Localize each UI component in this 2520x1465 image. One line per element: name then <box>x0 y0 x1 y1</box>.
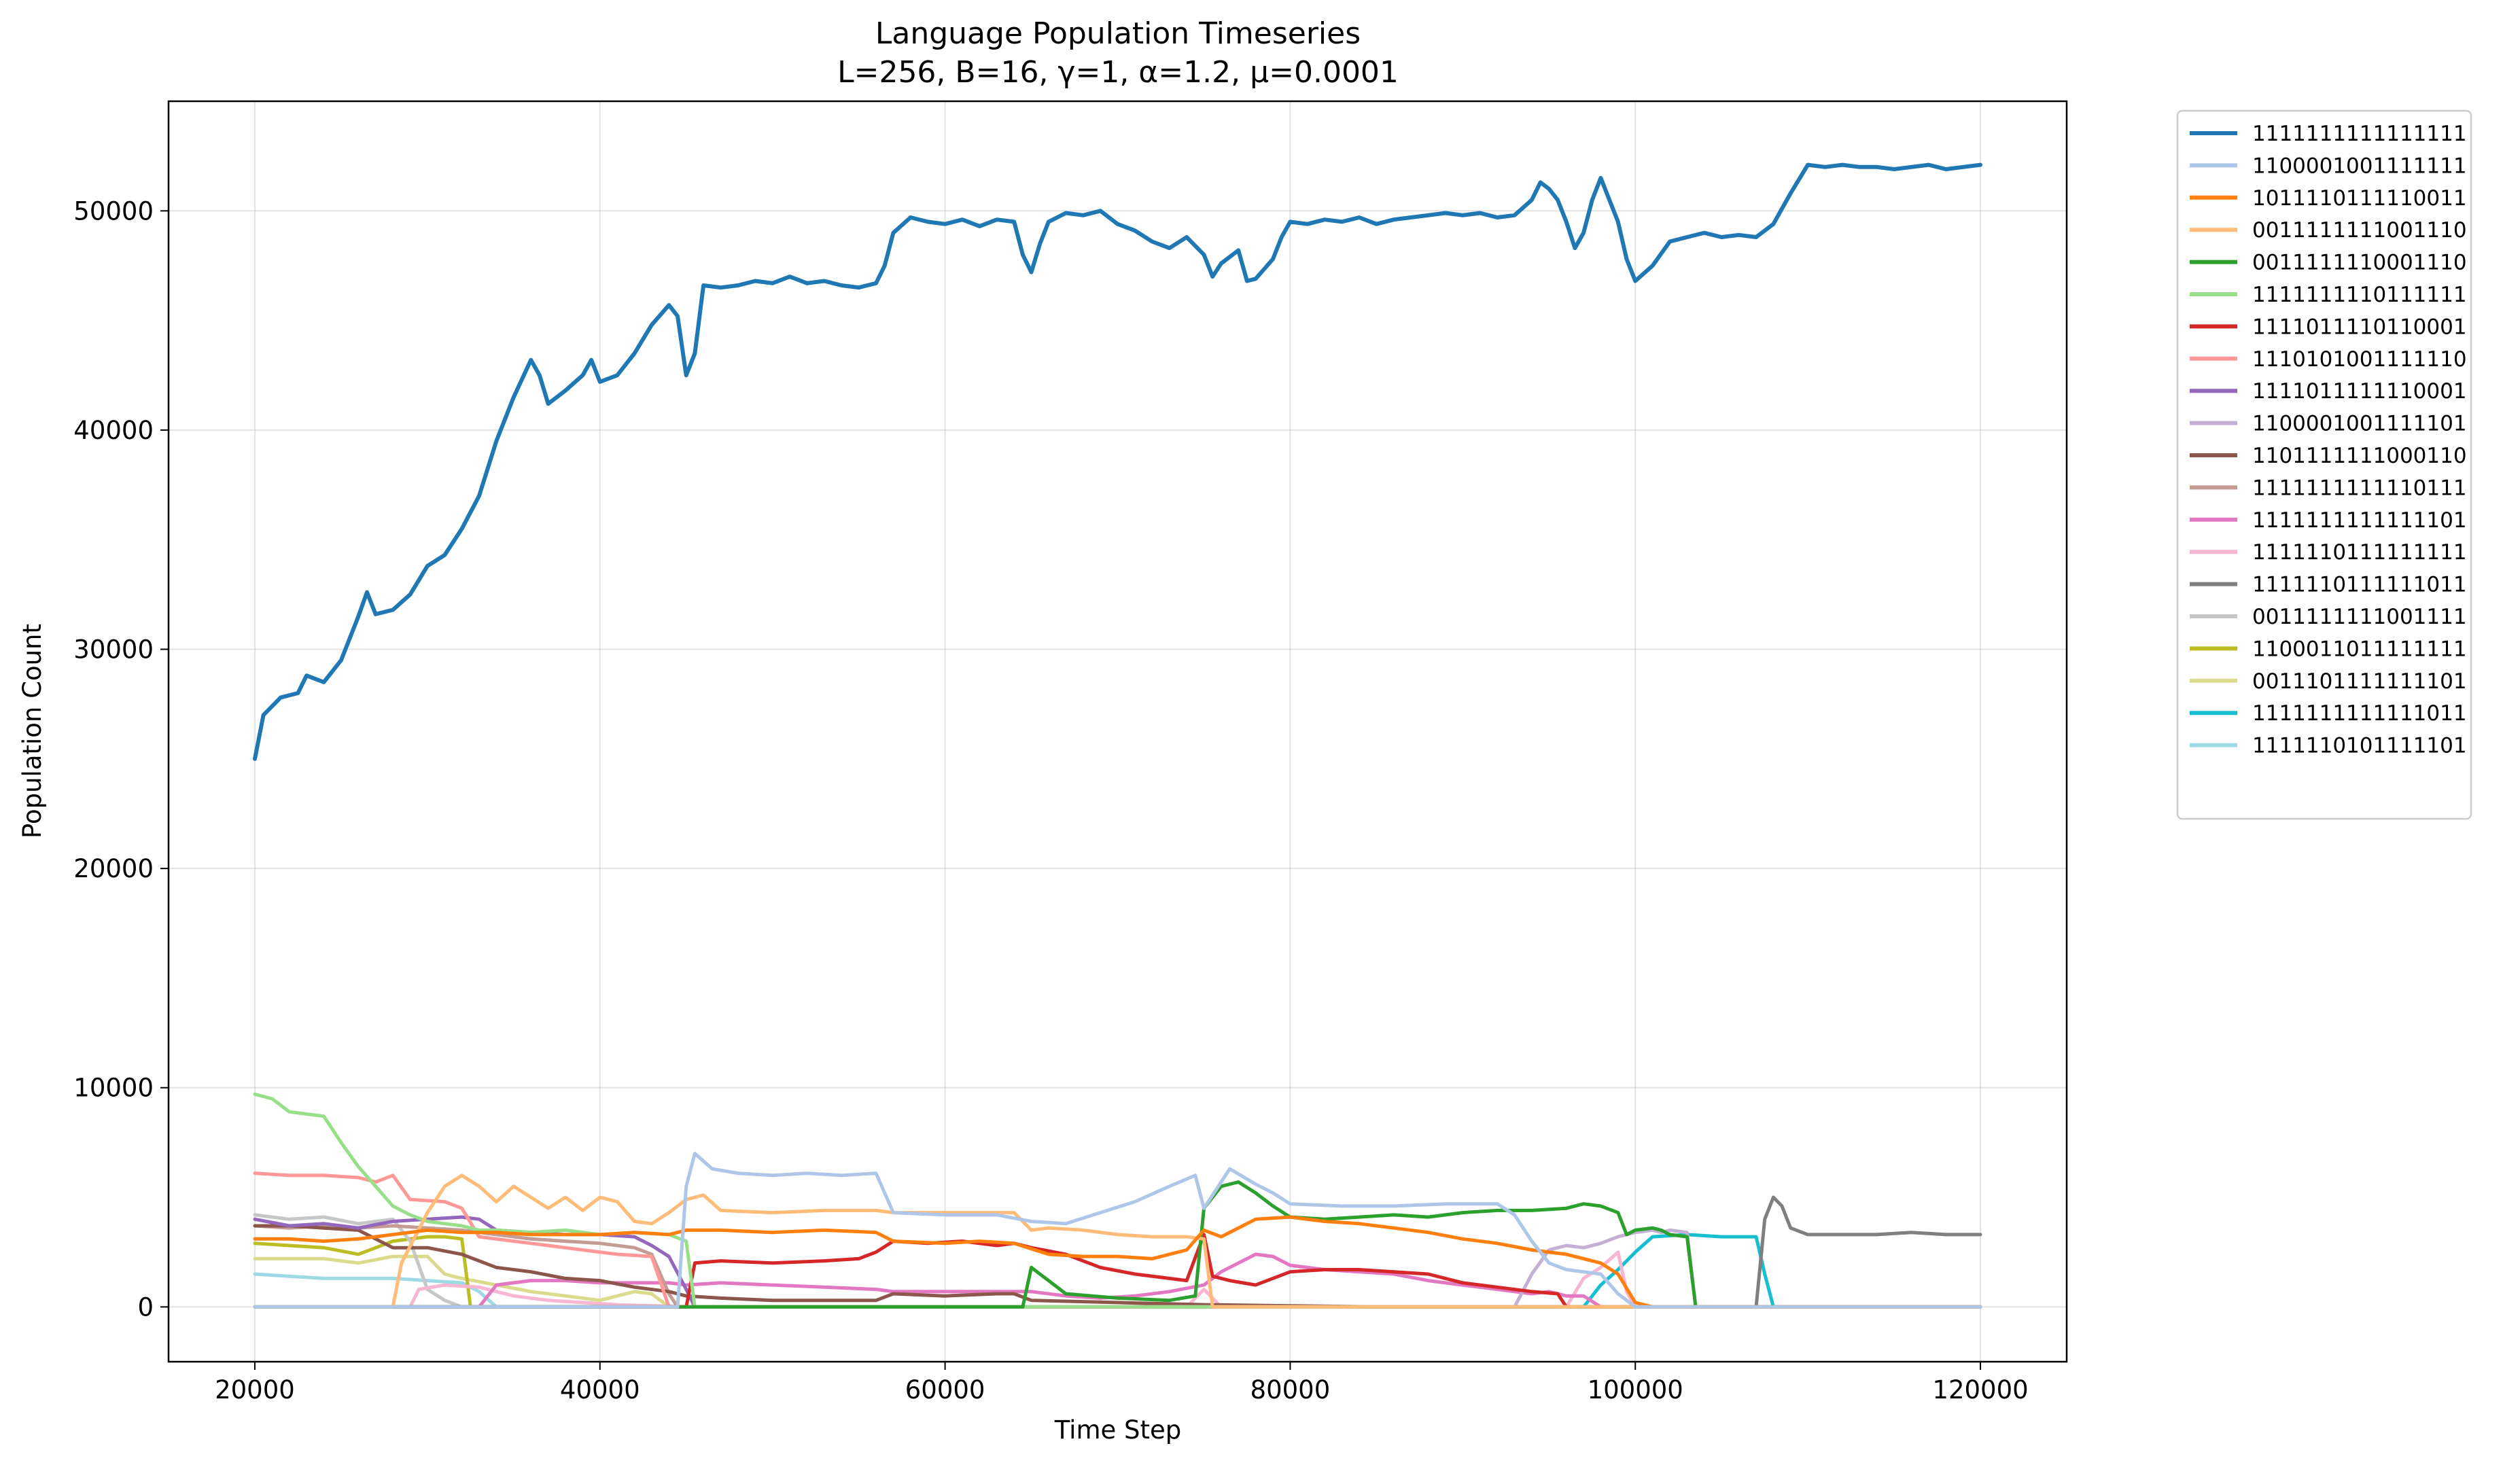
legend-label: 0011101111111101 <box>2252 669 2467 694</box>
x-tick-label: 120000 <box>1932 1375 2028 1405</box>
legend-item: 1111110101111101 <box>2190 734 2467 758</box>
legend-item: 1110101001111110 <box>2190 347 2467 372</box>
y-tick-label: 30000 <box>73 635 154 665</box>
series-line-1111011110110001 <box>253 1233 1982 1309</box>
x-tick-label: 100000 <box>1588 1375 1683 1405</box>
legend-label: 1100001001111111 <box>2252 154 2467 178</box>
x-tick-label: 60000 <box>905 1375 985 1405</box>
series-line-1111111111111101 <box>253 1252 1982 1309</box>
series-line-1111110101111101 <box>253 1272 1982 1309</box>
legend-label: 1100011011111111 <box>2252 637 2467 661</box>
series-line-0011101111111101 <box>253 1254 1982 1309</box>
legend-item: 1111111110111111 <box>2190 283 2467 307</box>
legend-label: 1111110101111101 <box>2252 734 2467 758</box>
series-line-1111111111111111 <box>253 162 1982 761</box>
legend-item: 1100011011111111 <box>2190 637 2467 661</box>
series-line-0011111110001110 <box>253 1180 1982 1309</box>
legend-item: 1111111111110111 <box>2190 476 2467 500</box>
chart-title: Language Population Timeseries <box>875 16 1361 51</box>
legend-label: 1101111111000110 <box>2252 444 2467 468</box>
legend-item: 0011111110001110 <box>2190 251 2467 275</box>
plot-area <box>167 100 2068 1363</box>
legend-item: 1011110111110011 <box>2190 186 2467 211</box>
y-tick-label: 10000 <box>73 1074 154 1103</box>
legend-label: 1111111111111101 <box>2252 508 2467 533</box>
chart-subtitle: L=256, B=16, γ=1, α=1.2, μ=0.0001 <box>837 55 1399 90</box>
legend-item: 1111111111111111 <box>2190 122 2467 146</box>
grid <box>169 101 2067 1362</box>
legend-item: 0011111111001110 <box>2190 218 2467 243</box>
legend-label: 1111110111111011 <box>2252 573 2467 597</box>
legend-label: 1111111110111111 <box>2252 283 2467 307</box>
legend-item: 0011101111111101 <box>2190 669 2467 694</box>
legend-item: 0011111111001111 <box>2190 605 2467 629</box>
series-line-1100001001111101 <box>253 1228 1982 1309</box>
legend-label: 1111011110110001 <box>2252 315 2467 339</box>
legend-label: 0011111111001111 <box>2252 605 2467 629</box>
legend: 1111111111111111 1100001001111111 10111101… <box>2176 109 2472 820</box>
legend-item: 1111111111111011 <box>2190 701 2467 726</box>
legend-label: 0011111110001110 <box>2252 251 2467 275</box>
legend-label: 1011110111110011 <box>2252 186 2467 211</box>
legend-label: 1100001001111101 <box>2252 412 2467 436</box>
legend-item: 1111011111110001 <box>2190 379 2467 404</box>
x-tick-label: 20000 <box>215 1375 295 1405</box>
legend-item: 1111110111111011 <box>2190 573 2467 597</box>
series-line-1011110111110011 <box>253 1215 1982 1309</box>
legend-item: 1100001001111101 <box>2190 412 2467 436</box>
legend-item: 1111110111111111 <box>2190 540 2467 565</box>
legend-label: 1110101001111110 <box>2252 347 2467 372</box>
series-line-1100001001111111 <box>253 1152 1982 1309</box>
series-lines <box>253 162 1982 1309</box>
legend-label: 0011111111001110 <box>2252 218 2467 243</box>
legend-item: 1111111111111101 <box>2190 508 2467 533</box>
x-tick-label: 80000 <box>1250 1375 1331 1405</box>
y-axis-label: Population Count <box>18 624 47 839</box>
axis-ticks: 20000 40000 60000 80000 100000 120000 0 10000 20… <box>73 196 2028 1405</box>
series-line-0011111111001111 <box>253 1213 1982 1309</box>
legend-label: 1111110111111111 <box>2252 540 2467 565</box>
x-axis-label: Time Step <box>1054 1415 1182 1445</box>
legend-item: 1101111111000110 <box>2190 444 2467 468</box>
y-tick-label: 0 <box>137 1292 154 1322</box>
legend-item: 1111011110110001 <box>2190 315 2467 339</box>
y-tick-label: 50000 <box>73 196 154 226</box>
legend-item: 1100001001111111 <box>2190 154 2467 178</box>
legend-frame <box>2176 109 2472 820</box>
series-line-1111110111111011 <box>253 1195 1982 1309</box>
legend-label: 1111111111110111 <box>2252 476 2467 500</box>
legend-label: 1111011111110001 <box>2252 379 2467 404</box>
x-tick-label: 40000 <box>560 1375 640 1405</box>
y-tick-label: 20000 <box>73 854 154 883</box>
series-line-1110101001111110 <box>253 1171 1982 1309</box>
legend-label: 1111111111111011 <box>2252 701 2467 726</box>
legend-label: 1111111111111111 <box>2252 122 2467 146</box>
y-tick-label: 40000 <box>73 416 154 445</box>
